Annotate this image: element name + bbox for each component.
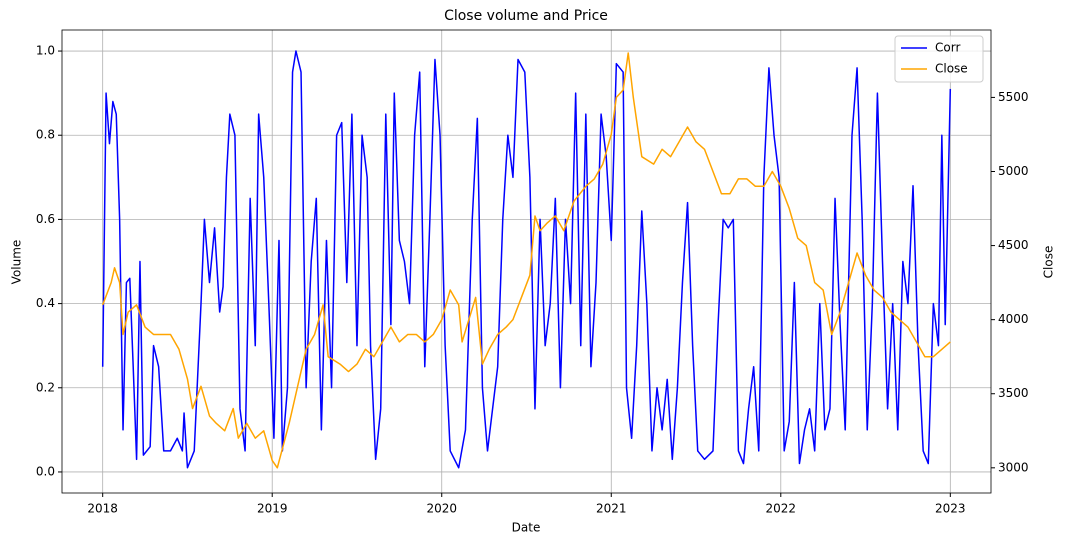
y2-tick-label: 5500 [998, 90, 1029, 104]
y-tick-label: 0.0 [36, 464, 55, 478]
x-tick-label: 2021 [596, 502, 627, 516]
y-tick-label: 0.2 [36, 380, 55, 394]
plot-frame [61, 29, 992, 494]
y-tick-label: 0.4 [36, 296, 55, 310]
y2-tick-label: 3500 [998, 386, 1029, 400]
y2-tick-label: 5000 [998, 164, 1029, 178]
x-tick-label: 2022 [766, 502, 797, 516]
chart-title: Close volume and Price [444, 8, 608, 24]
data-line [101, 50, 952, 469]
y2-tick-label: 4500 [998, 238, 1029, 252]
legend-label: Close [935, 62, 968, 76]
x-tick-label: 2018 [87, 502, 118, 516]
y2-axis-label: Close [1042, 246, 1056, 279]
legend: Corr Close [894, 35, 984, 83]
y-tick-label: 0.6 [36, 212, 55, 226]
y-tick-label: 0.8 [36, 128, 55, 142]
data-line [101, 52, 951, 469]
y-axis-label: Volume [10, 240, 24, 285]
y2-tick-label: 4000 [998, 312, 1029, 326]
x-tick-label: 2019 [257, 502, 288, 516]
x-axis-label: Date [512, 521, 541, 535]
y2-tick-label: 3000 [998, 460, 1029, 474]
legend-label: Corr [935, 41, 960, 55]
x-tick-label: 2023 [935, 502, 966, 516]
y-tick-label: 1.0 [36, 44, 55, 58]
x-tick-label: 2020 [426, 502, 457, 516]
